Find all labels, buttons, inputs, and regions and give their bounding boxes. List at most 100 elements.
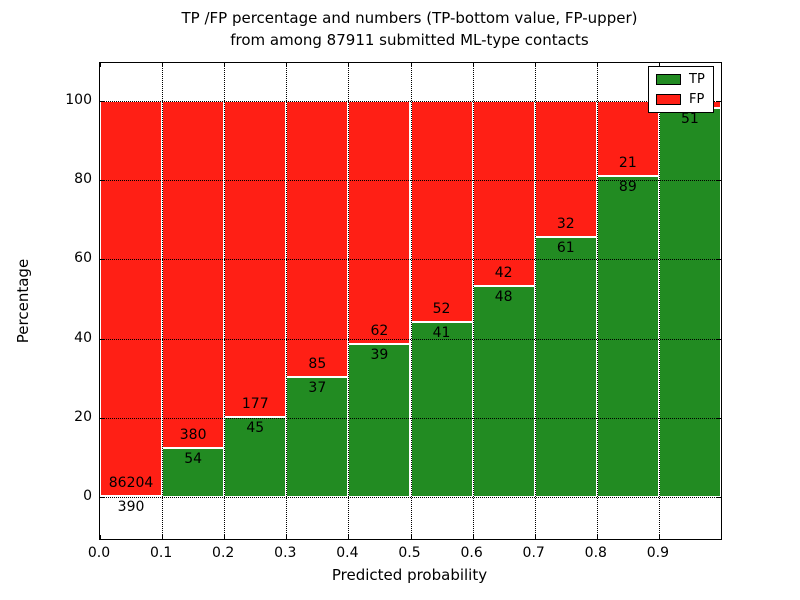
x-tick-bottom [472, 535, 474, 539]
fp-count-label: 52 [432, 301, 451, 318]
x-tick-label: 0.3 [274, 545, 297, 561]
v-gridline [410, 63, 412, 539]
v-gridline [162, 63, 164, 539]
x-tick-label: 0.5 [398, 545, 421, 561]
y-tick-right [717, 418, 721, 420]
v-gridline [534, 63, 536, 539]
x-tick-label: 0.2 [212, 545, 235, 561]
y-tick-left [100, 180, 104, 182]
fp-count-label: 86204 [108, 474, 154, 491]
legend-item-tp: TP [656, 73, 706, 86]
bar-segment-fp [472, 100, 535, 286]
tp-count-label: 61 [556, 240, 575, 257]
bar-segment-tp [534, 237, 597, 498]
x-tick-top [596, 63, 598, 67]
y-tick-right [717, 497, 721, 499]
x-tick-top [348, 63, 350, 67]
x-tick-bottom [162, 535, 164, 539]
fp-count-label: 32 [556, 216, 575, 233]
x-tick-top [658, 63, 660, 67]
bar-segment-fp [410, 100, 473, 323]
tp-count-label: 51 [681, 111, 699, 128]
legend-item-fp: FP [656, 93, 706, 106]
y-axis-label: Percentage [14, 258, 32, 344]
x-tick-bottom [348, 535, 350, 539]
bar-segment-tp [596, 176, 659, 498]
legend-label-fp: FP [689, 92, 705, 107]
x-tick-bottom [100, 535, 101, 539]
x-tick-bottom [224, 535, 226, 539]
y-tick-right [717, 180, 721, 182]
y-tick-label: 80 [74, 171, 92, 188]
bar-segment-fp [534, 100, 597, 238]
tp-count-label: 48 [494, 288, 513, 305]
bar-segment-tp [100, 495, 163, 498]
plot-area: 390 86204 54 380 45 177 37 85 39 62 41 52 48 42 61 32 89… [99, 62, 722, 540]
bar-segment-tp [224, 416, 287, 498]
y-tick-left [100, 100, 104, 102]
x-tick-label: 0.4 [336, 545, 359, 561]
x-tick-top [162, 63, 164, 67]
y-tick-label: 20 [74, 409, 92, 426]
bar-segment-tp [410, 322, 473, 498]
v-gridline [658, 63, 660, 539]
x-tick-bottom [286, 535, 288, 539]
y-tick-left [100, 259, 104, 261]
fp-count-label: 62 [370, 323, 389, 340]
bar-segment-fp [100, 100, 163, 496]
v-gridline [472, 63, 474, 539]
tp-count-label: 89 [618, 179, 637, 196]
bar-segment-fp [348, 100, 411, 345]
y-tick-left [100, 497, 104, 499]
bar-segment-fp [162, 100, 225, 448]
bar-segment-tp [286, 377, 349, 498]
fp-count-label: 380 [179, 427, 207, 443]
x-tick-label: 0.7 [522, 545, 545, 561]
legend-swatch-tp [656, 74, 681, 85]
bar-segment-tp [472, 285, 535, 498]
x-tick-top [472, 63, 474, 67]
y-tick-label: 40 [74, 329, 92, 346]
x-tick-bottom [658, 535, 660, 539]
chart-title: TP /FP percentage and numbers (TP-bottom… [99, 7, 720, 51]
fp-count-label: 42 [494, 264, 513, 281]
v-gridline [224, 63, 226, 539]
v-gridline [596, 63, 598, 539]
x-tick-label: 0.6 [460, 545, 483, 561]
x-tick-label: 0.0 [87, 545, 111, 561]
legend-label-tp: TP [689, 72, 705, 87]
x-tick-top [100, 63, 101, 67]
y-tick-right [717, 100, 721, 102]
legend-swatch-fp [656, 94, 681, 105]
bar-segment-tp [348, 344, 411, 498]
x-tick-label: 0.1 [149, 545, 173, 561]
bar-segment-fp [596, 100, 659, 177]
tp-count-label: 54 [184, 451, 203, 467]
fp-count-label: 177 [241, 395, 269, 412]
chart-title-line1: TP /FP percentage and numbers (TP-bottom… [181, 9, 638, 27]
bar-segment-fp [286, 100, 349, 378]
y-tick-label: 0 [83, 488, 92, 505]
y-tick-label: 100 [65, 91, 92, 108]
y-tick-left [100, 338, 104, 340]
x-tick-bottom [534, 535, 536, 539]
fp-count-label: 21 [618, 155, 637, 172]
tp-count-label: 39 [370, 347, 389, 364]
x-tick-bottom [410, 535, 412, 539]
legend: TP FP [648, 66, 714, 113]
x-tick-label: 0.9 [646, 545, 670, 561]
v-gridline [286, 63, 288, 539]
x-tick-top [224, 63, 226, 67]
tp-count-label: 390 [117, 498, 145, 515]
y-tick-right [717, 259, 721, 261]
y-tick-label: 60 [74, 250, 92, 267]
fp-count-label: 85 [308, 356, 327, 373]
tp-count-label: 41 [432, 325, 451, 342]
x-tick-top [286, 63, 288, 67]
x-tick-top [534, 63, 536, 67]
x-tick-bottom [596, 535, 598, 539]
y-tick-left [100, 418, 104, 420]
tp-count-label: 37 [308, 380, 327, 397]
chart-title-line2: from among 87911 submitted ML-type conta… [230, 31, 589, 49]
